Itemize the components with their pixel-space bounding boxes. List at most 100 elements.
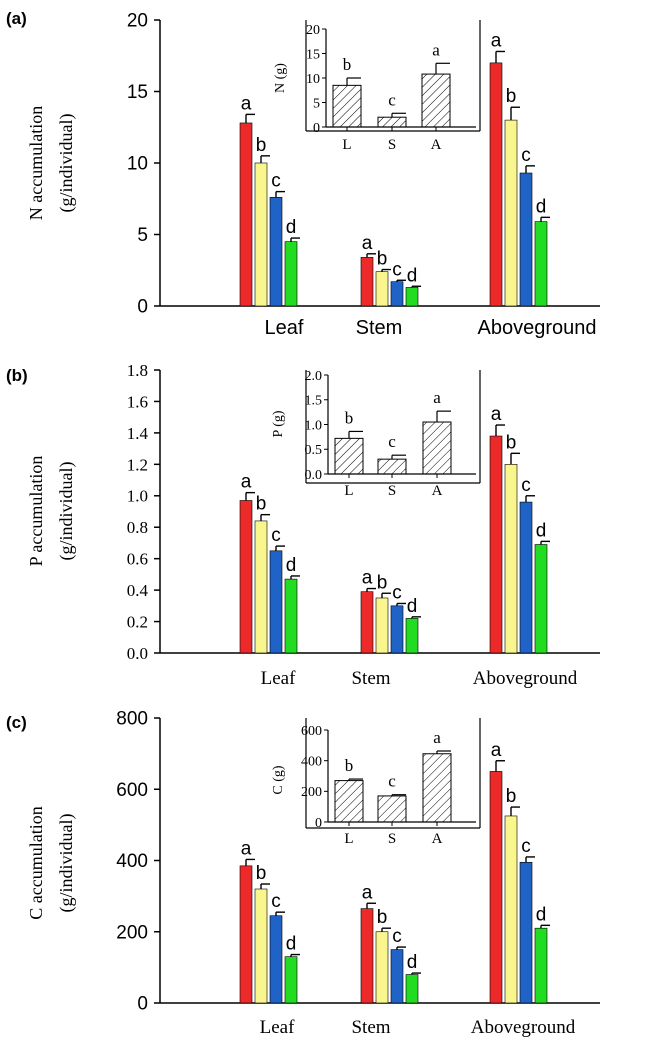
y-tick-label: 15 bbox=[127, 82, 148, 103]
y-axis-label: C accumulation bbox=[26, 806, 46, 919]
inset-y-tick-label: 0.0 bbox=[305, 468, 323, 483]
bar bbox=[254, 888, 268, 1004]
bar bbox=[519, 501, 533, 654]
significance-letter: a bbox=[491, 404, 502, 425]
x-category-label: Leaf bbox=[261, 668, 296, 689]
significance-letter: c bbox=[521, 145, 531, 166]
significance-letter: a bbox=[241, 93, 252, 114]
significance-letter: a bbox=[362, 568, 373, 589]
inset-bar bbox=[422, 753, 452, 823]
inset-y-tick-label: 0 bbox=[313, 121, 320, 136]
bar bbox=[504, 119, 518, 307]
y-tick-label: 0 bbox=[137, 297, 148, 318]
inset-chart: 0 5 10 15 20 N (g) b Lc Sa A bbox=[273, 20, 481, 153]
inset-y-tick-label: 0 bbox=[315, 816, 322, 831]
inset-x-category-label: L bbox=[344, 483, 353, 499]
significance-letter: a bbox=[362, 233, 373, 254]
bar bbox=[269, 197, 283, 307]
significance-letter: d bbox=[407, 596, 418, 617]
significance-letter: c bbox=[271, 891, 281, 912]
x-category-label: Leaf bbox=[260, 1017, 295, 1038]
bar bbox=[269, 915, 283, 1004]
inset-y-tick-label: 0.5 bbox=[305, 443, 323, 458]
y-tick-label: 0.6 bbox=[127, 550, 148, 569]
inset-y-tick-label: 1.5 bbox=[305, 394, 323, 409]
inset-significance-letter: b bbox=[345, 408, 354, 427]
bar bbox=[254, 520, 268, 654]
panel-label: (a) bbox=[6, 9, 27, 28]
inset-bar bbox=[377, 458, 407, 475]
bar bbox=[504, 464, 518, 654]
bar bbox=[284, 241, 298, 307]
y-tick-label: 0.2 bbox=[127, 613, 148, 632]
bar bbox=[360, 591, 374, 654]
significance-letter: a bbox=[491, 30, 502, 51]
y-axis-label: P accumulation bbox=[26, 456, 46, 567]
significance-letter: c bbox=[271, 525, 281, 546]
bar bbox=[390, 605, 404, 654]
significance-letter: d bbox=[286, 555, 297, 576]
inset-significance-letter: a bbox=[432, 40, 440, 59]
inset-x-category-label: A bbox=[431, 137, 442, 153]
inset-bar bbox=[422, 421, 452, 475]
bar bbox=[360, 257, 374, 307]
inset-significance-letter: b bbox=[345, 756, 354, 775]
inset-bar bbox=[421, 73, 451, 128]
bar bbox=[489, 435, 503, 654]
inset-bar bbox=[332, 84, 362, 128]
inset-x-category-label: A bbox=[432, 831, 443, 847]
y-tick-label: 0.0 bbox=[127, 644, 148, 663]
inset-x-category-label: L bbox=[344, 831, 353, 847]
x-category-label: Leaf bbox=[265, 317, 304, 339]
bar bbox=[239, 500, 253, 654]
significance-letter: a bbox=[491, 740, 502, 761]
bar bbox=[405, 618, 419, 654]
y-tick-label: 800 bbox=[116, 709, 148, 730]
panel-label: (c) bbox=[6, 713, 27, 732]
inset-y-axis-label: P (g) bbox=[271, 410, 286, 437]
bar bbox=[375, 271, 389, 307]
inset-y-tick-label: 200 bbox=[301, 785, 322, 800]
bar bbox=[360, 908, 374, 1004]
y-tick-label: 600 bbox=[116, 780, 148, 801]
bar bbox=[269, 550, 283, 654]
y-axis-label: (g/individual) bbox=[56, 814, 77, 913]
significance-letter: d bbox=[286, 934, 297, 955]
inset-significance-letter: c bbox=[388, 90, 396, 109]
panel-b: (b) P accumulation (g/individual) 0.0 0.2 0.4… bbox=[6, 361, 600, 689]
significance-letter: d bbox=[407, 265, 418, 286]
inset-y-tick-label: 5 bbox=[313, 96, 320, 111]
y-axis-label: (g/individual) bbox=[56, 114, 77, 213]
significance-letter: b bbox=[377, 572, 388, 593]
bar bbox=[390, 281, 404, 307]
significance-letter: b bbox=[256, 135, 267, 156]
significance-letter: a bbox=[241, 838, 252, 859]
bar bbox=[534, 544, 548, 654]
inset-x-category-label: A bbox=[432, 483, 443, 499]
inset-y-tick-label: 1.0 bbox=[305, 418, 323, 433]
bar bbox=[489, 62, 503, 307]
inset-significance-letter: c bbox=[388, 432, 396, 451]
bar bbox=[489, 771, 503, 1004]
y-tick-label: 1.6 bbox=[127, 392, 148, 411]
significance-letter: c bbox=[271, 171, 281, 192]
significance-letter: b bbox=[506, 432, 517, 453]
x-category-label: Stem bbox=[356, 317, 403, 339]
significance-letter: c bbox=[392, 259, 402, 280]
bar bbox=[390, 949, 404, 1004]
y-tick-label: 1.8 bbox=[127, 361, 148, 380]
inset-chart: 0.0 0.5 1.0 1.5 2.0 P (g) b Lc Sa A bbox=[271, 369, 481, 499]
y-tick-label: 200 bbox=[116, 922, 148, 943]
inset-y-tick-label: 15 bbox=[306, 47, 320, 62]
x-category-label: Aboveground bbox=[471, 1017, 576, 1038]
y-tick-label: 10 bbox=[127, 154, 148, 175]
inset-bar bbox=[334, 437, 364, 475]
x-category-label: Aboveground bbox=[473, 668, 578, 689]
inset-bar bbox=[334, 780, 364, 823]
bar bbox=[405, 974, 419, 1004]
significance-letter: b bbox=[256, 863, 267, 884]
y-tick-label: 5 bbox=[137, 225, 148, 246]
inset-bar bbox=[377, 116, 407, 128]
bar bbox=[239, 122, 253, 307]
